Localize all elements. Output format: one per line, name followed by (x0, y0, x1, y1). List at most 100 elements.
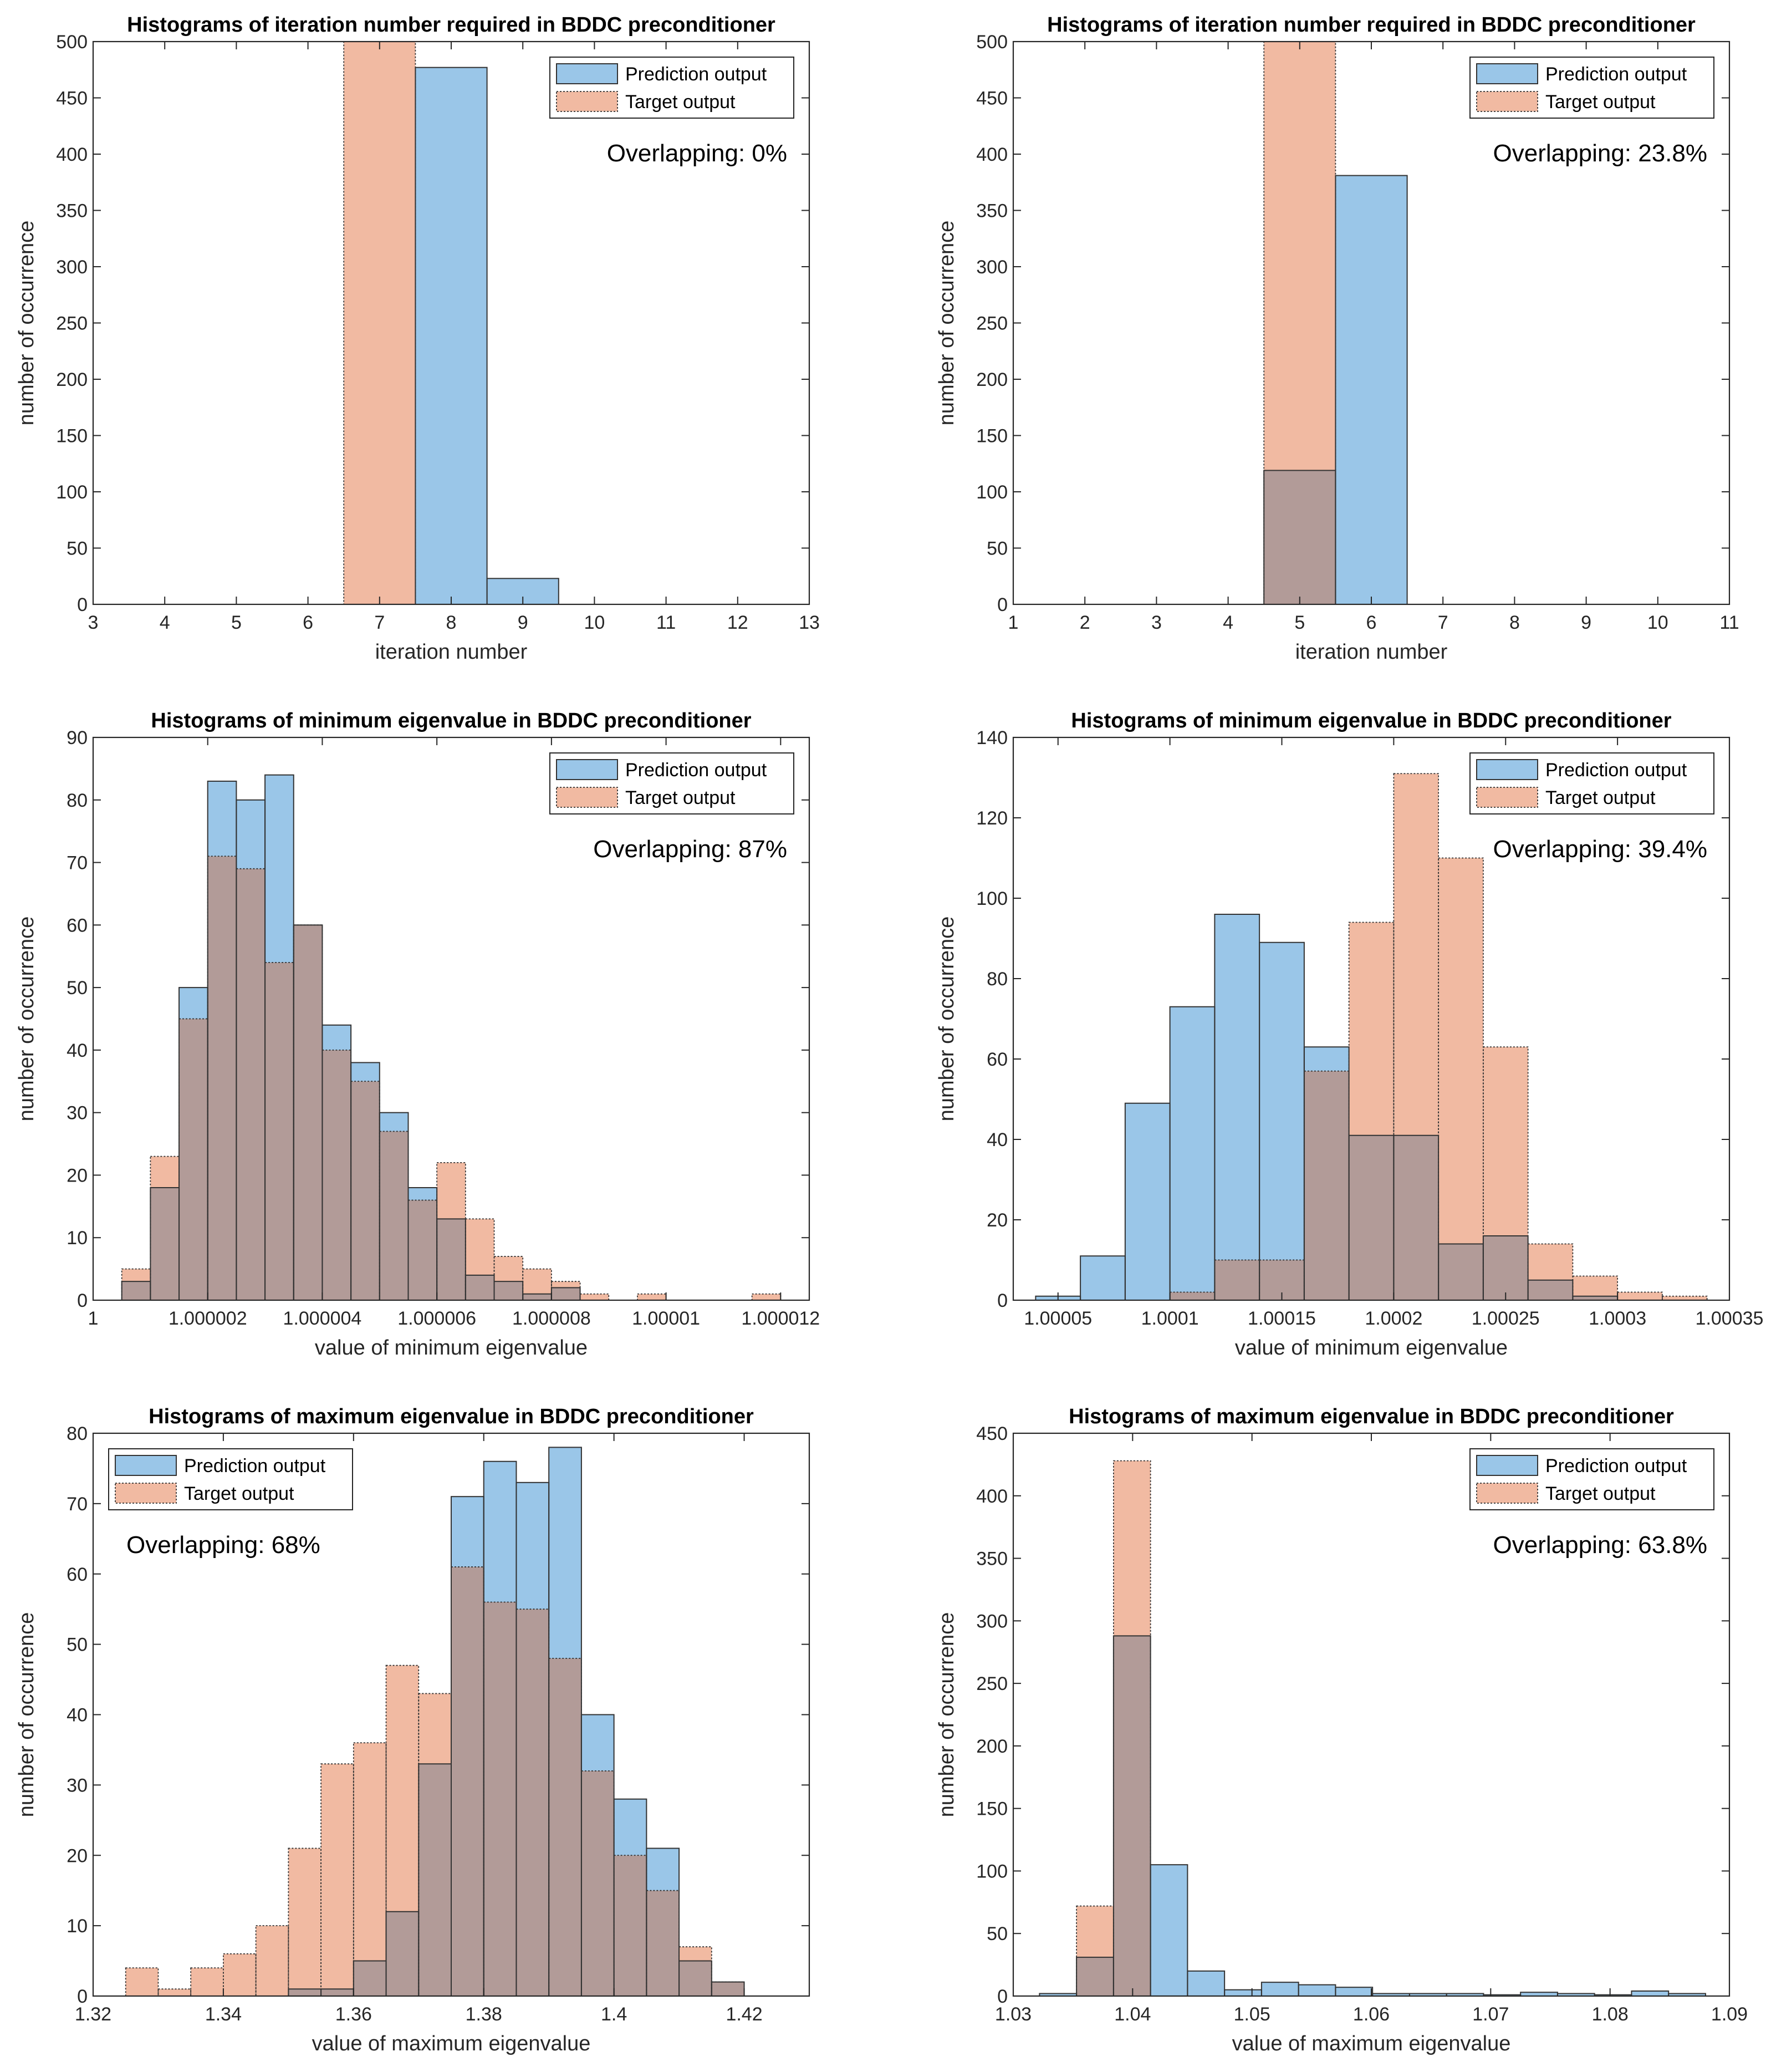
bar-prediction (549, 1447, 581, 1658)
y-tick-label: 150 (976, 426, 1008, 447)
bar-prediction (1214, 914, 1260, 1260)
bar-prediction (1483, 1994, 1521, 1996)
subplot-iter-left: 3 4 5 6 7 8 9 10 11 12 13 0 50 100 150 200 250 300 350 400 4… (15, 13, 820, 664)
bar-prediction (1335, 1987, 1373, 1996)
x-tick-label: 9 (1581, 612, 1591, 633)
bar-prediction (379, 1112, 409, 1132)
bar-prediction (236, 800, 266, 869)
bar-prediction (265, 775, 294, 963)
y-tick-label: 400 (976, 144, 1008, 165)
y-tick-label: 350 (976, 201, 1008, 222)
bars (1263, 41, 1408, 605)
bar-prediction (1335, 175, 1407, 604)
x-tick-label: 1 (1008, 612, 1019, 633)
x-tick-label: 1.03 (995, 2004, 1032, 2025)
bar-target (121, 1269, 151, 1282)
x-tick-label: 4 (160, 612, 170, 633)
bar-overlap (437, 1219, 466, 1300)
y-tick-label: 300 (976, 257, 1008, 278)
y-tick-label: 0 (997, 594, 1008, 615)
chart-title: Histograms of iteration number required … (1047, 13, 1696, 37)
y-tick-label: 120 (976, 808, 1008, 829)
bar-overlap (551, 1287, 580, 1300)
bar-target (256, 1926, 289, 1996)
bar-overlap (236, 868, 266, 1300)
x-tick-label: 9 (518, 612, 528, 633)
bar-overlap (516, 1609, 549, 1996)
bar-overlap (711, 1982, 744, 1996)
legend-swatch-target (556, 91, 618, 112)
bar-overlap (465, 1275, 494, 1300)
bar-overlap (1483, 1236, 1528, 1300)
bar-overlap (418, 1764, 451, 1996)
y-axis-label: number of occurrence (15, 1612, 38, 1818)
bar-overlap (1438, 1244, 1483, 1300)
legend: Prediction output Target output (549, 57, 794, 119)
y-axis-label: number of occurrence (935, 917, 958, 1122)
chart-title: Histograms of minimum eigenvalue in BDDC… (1071, 709, 1671, 732)
x-tick-label: 11 (1719, 612, 1739, 633)
y-tick-label: 0 (77, 594, 88, 615)
y-tick-label: 350 (976, 1549, 1008, 1570)
bar-target (1264, 42, 1336, 471)
y-tick-label: 300 (976, 1611, 1008, 1632)
bar-target-outline (255, 1925, 289, 1997)
legend-swatch-prediction (1476, 1455, 1538, 1476)
y-tick-label: 0 (997, 1986, 1008, 2007)
bar-target (1438, 858, 1483, 1244)
bar-prediction (179, 987, 208, 1019)
subplot-mineig-right: 1.00005 1.0001 1.00015 1.0002 1.00025 1.0003 1… (935, 709, 1763, 1360)
bar-prediction (483, 1461, 517, 1602)
overlap-annotation: Overlapping: 0% (607, 140, 787, 167)
x-tick-label: 1 (88, 1308, 99, 1329)
chart-title: Histograms of minimum eigenvalue in BDDC… (151, 709, 751, 732)
bar-target (637, 1294, 666, 1300)
bar-prediction (207, 781, 237, 857)
x-tick-label: 1.000006 (397, 1308, 476, 1329)
bar-target (223, 1953, 256, 1996)
y-tick-label: 80 (987, 969, 1008, 990)
bar-prediction (516, 1482, 549, 1610)
legend-label-prediction: Prediction output (625, 760, 767, 781)
bar-target (1483, 1047, 1528, 1236)
x-tick-label: 1.00025 (1472, 1308, 1540, 1329)
bar-target (1113, 1460, 1151, 1636)
bar-overlap (1170, 1292, 1215, 1300)
bar-target (1394, 773, 1439, 1136)
bar-overlap (293, 925, 323, 1300)
legend: Prediction output Target output (549, 752, 794, 814)
y-tick-label: 40 (67, 1040, 88, 1061)
x-tick-label: 6 (303, 612, 313, 633)
chart-title: Histograms of iteration number required … (127, 13, 775, 37)
subplot-maxeig-left: 1.32 1.34 1.36 1.38 1.4 1.42 0 10 20 30 40 50 60 70 80… (15, 1405, 810, 2055)
y-axis-label: number of occurrence (935, 1612, 958, 1818)
bar-prediction (1372, 1993, 1410, 1996)
bar-overlap (321, 1989, 354, 1996)
bar-target (386, 1665, 419, 1912)
bar-overlap (494, 1281, 523, 1300)
bar-prediction (415, 67, 487, 604)
bars (121, 774, 782, 1301)
y-tick-label: 60 (67, 1564, 88, 1585)
subplot-mineig-left: 1 1.000002 1.000004 1.000006 1.000008 1.00001… (15, 709, 820, 1360)
x-tick-label: 12 (727, 612, 748, 633)
y-axis-label: number of occurrence (935, 221, 958, 426)
legend-swatch-prediction (1476, 63, 1538, 84)
legend-swatch-target (1476, 91, 1538, 112)
legend-label-prediction: Prediction output (184, 1455, 326, 1477)
y-tick-label: 300 (56, 257, 88, 278)
y-tick-label: 450 (976, 1423, 1008, 1444)
bar-overlap (614, 1855, 647, 1996)
y-tick-label: 20 (67, 1165, 88, 1186)
bar-prediction (1409, 1993, 1447, 1996)
bar-target (494, 1256, 523, 1282)
y-tick-label: 20 (987, 1210, 1008, 1231)
axes-box (1012, 736, 1731, 1301)
bar-target (353, 1743, 386, 1961)
x-tick-label: 1.00001 (632, 1308, 700, 1329)
bar-overlap (1113, 1636, 1151, 1996)
x-tick-label: 1.000008 (512, 1308, 591, 1329)
x-tick-label: 1.000002 (169, 1308, 247, 1329)
x-tick-label: 1.00005 (1024, 1308, 1092, 1329)
bar-overlap (1304, 1071, 1349, 1300)
